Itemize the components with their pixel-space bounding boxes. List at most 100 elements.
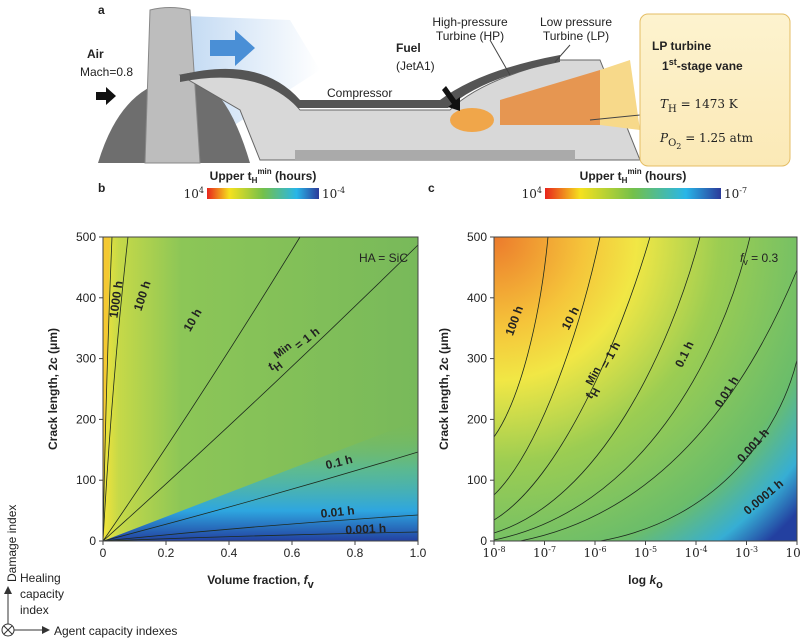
text-part: min xyxy=(627,167,641,176)
text-part: o xyxy=(656,579,663,591)
contour-line xyxy=(493,236,701,534)
plot-frame xyxy=(102,236,419,542)
text-part: -7 xyxy=(739,186,747,195)
contour-label: 0.1 h xyxy=(324,452,354,472)
text-part: H xyxy=(622,176,628,185)
contour-line xyxy=(102,236,129,542)
y-tick-label: 300 xyxy=(467,352,487,366)
x-tick-label: 10-5 xyxy=(634,545,657,560)
contour-line xyxy=(519,269,798,542)
y-tick-label: 500 xyxy=(467,230,487,244)
y-tick-label: 0 xyxy=(89,534,96,548)
box-temperature: TH = 1473 K xyxy=(660,97,739,115)
panel-a: a Air Mach=0.8 Fuel (JetA1) Compressor H… xyxy=(80,3,791,167)
colorbar xyxy=(207,188,319,199)
x-tick-label: 0 xyxy=(100,546,107,560)
y-tick-label: 100 xyxy=(76,473,96,487)
y-tick-label: 0 xyxy=(480,534,487,548)
agent-index: Agent capacity indexes xyxy=(54,624,177,638)
contour-line xyxy=(102,244,419,542)
colorbar-title: Upper tHmin (hours) xyxy=(580,167,687,185)
box-pressure: PO2 = 1.25 atm xyxy=(659,131,754,151)
x-tick-label: 10-4 xyxy=(684,545,707,560)
text-part: Upper t xyxy=(580,169,622,183)
box-title: LP turbine xyxy=(652,39,711,53)
fan xyxy=(144,7,201,164)
y-tick-label: 200 xyxy=(76,412,96,426)
contour-line xyxy=(599,359,798,542)
panel-letter: b xyxy=(98,181,105,195)
air-arrow xyxy=(210,30,255,66)
y-axis-label: Crack length, 2c (μm) xyxy=(437,328,451,450)
colorbar-max: 10-7 xyxy=(724,186,747,201)
y-tick-label: 400 xyxy=(76,291,96,305)
colorbar xyxy=(545,188,721,199)
colorbar-min: 104 xyxy=(522,186,542,201)
y-tick-label: 300 xyxy=(76,352,96,366)
contour-label: 0.01 h xyxy=(320,503,355,520)
text-part: 4 xyxy=(537,186,542,195)
contour-line xyxy=(102,451,419,542)
x-axis-label: log ko xyxy=(628,573,663,591)
text-part: k xyxy=(649,573,657,587)
text-part: -4 xyxy=(337,186,345,195)
label-hp: High-pressure xyxy=(432,15,508,29)
colorbar-title: Upper tHmin (hours) xyxy=(210,167,317,185)
text-part: H xyxy=(252,176,258,185)
contour-line xyxy=(493,236,651,521)
y-tick-label: 100 xyxy=(467,473,487,487)
fuel-arrow xyxy=(442,86,460,111)
contour-line xyxy=(102,236,113,542)
label-mach: Mach=0.8 xyxy=(80,65,133,79)
air-inlet-arrow xyxy=(96,87,116,105)
contour-line xyxy=(102,236,301,542)
x-tick-label: 0.2 xyxy=(158,546,175,560)
x-tick-label: 10-8 xyxy=(482,545,505,560)
healing-index: index xyxy=(20,603,49,617)
text-part: 10 xyxy=(724,187,739,201)
text-part: f xyxy=(740,251,745,265)
text-part: v xyxy=(308,579,315,591)
pointer xyxy=(589,114,641,121)
text-part: Upper t xyxy=(210,169,252,183)
panel-letter: a xyxy=(98,3,105,17)
label-compressor: Compressor xyxy=(327,86,392,100)
healing-index: Healing xyxy=(20,571,61,585)
x-tick-label: 0.6 xyxy=(284,546,301,560)
label-fuel-type: (JetA1) xyxy=(396,59,435,73)
x-tick-label: 0.4 xyxy=(221,546,238,560)
text-part: min xyxy=(257,167,271,176)
healing-index: capacity xyxy=(20,587,64,601)
text-part: f xyxy=(304,573,309,587)
pointer xyxy=(554,44,571,63)
annotation: HA = SiC xyxy=(359,251,408,265)
pointer xyxy=(489,39,511,76)
plots xyxy=(103,237,797,541)
label-lp: Turbine (LP) xyxy=(543,29,609,43)
x-tick-label: 0.8 xyxy=(347,546,364,560)
contour-line xyxy=(493,236,549,438)
contour-line xyxy=(493,236,751,541)
text-part: log xyxy=(628,573,649,587)
box-vane: 1st-stage vane xyxy=(662,57,743,73)
turbine xyxy=(500,70,600,125)
casing xyxy=(180,55,560,108)
label-fuel: Fuel xyxy=(396,41,421,55)
label-air: Air xyxy=(87,47,104,61)
text-part: (hours) xyxy=(642,169,687,183)
text-part: (hours) xyxy=(272,169,317,183)
text-part: 10 xyxy=(184,187,199,201)
y-tick-label: 200 xyxy=(467,412,487,426)
x-axis-label: Volume fraction, fv xyxy=(207,573,314,591)
text-part: = 0.3 xyxy=(748,251,779,265)
text-part: v xyxy=(743,257,748,267)
index-axes: Damage index Healing capacity index Agen… xyxy=(1,505,177,638)
conditions-box xyxy=(639,13,791,167)
out-of-plane-symbol xyxy=(3,625,13,635)
x-tick-label: 10-2 xyxy=(785,545,800,560)
heatmap xyxy=(494,237,797,541)
panel-letter: c xyxy=(428,181,435,195)
label-hp: Turbine (HP) xyxy=(436,29,504,43)
shaft xyxy=(295,150,575,160)
